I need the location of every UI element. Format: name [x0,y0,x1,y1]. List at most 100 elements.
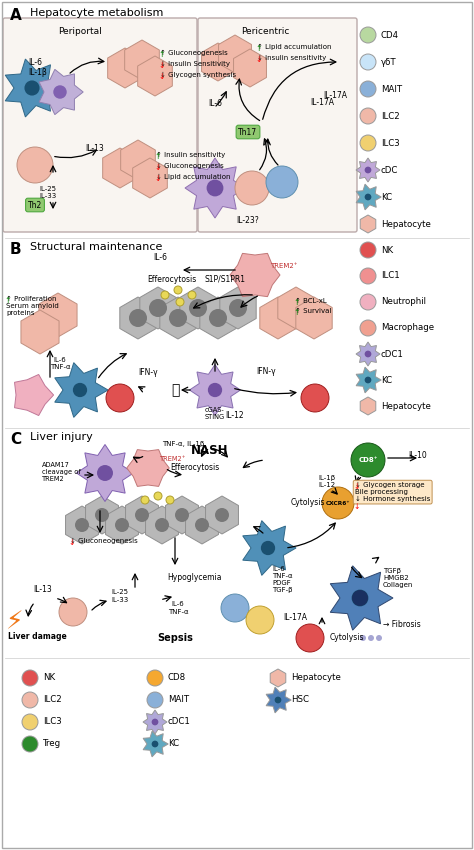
Polygon shape [356,158,380,182]
Polygon shape [65,506,99,544]
Text: A: A [10,8,22,23]
Text: Th17: Th17 [238,128,257,137]
Text: ↑ Lipid accumulation: ↑ Lipid accumulation [257,44,331,50]
Polygon shape [356,184,381,210]
Text: Th2: Th2 [28,201,42,209]
Circle shape [169,309,187,327]
Text: IL-17A: IL-17A [310,98,334,106]
Text: ↑: ↑ [293,308,300,317]
Circle shape [274,697,282,703]
Text: CD4: CD4 [381,31,399,39]
Polygon shape [206,496,238,534]
Polygon shape [125,40,159,80]
Text: Pericentric: Pericentric [241,27,289,36]
Circle shape [360,294,376,310]
Polygon shape [260,297,296,339]
Polygon shape [330,566,393,630]
Text: Cytolysis: Cytolysis [330,633,365,643]
Text: ↓: ↓ [68,538,74,547]
Text: IL-6: IL-6 [208,99,222,107]
Polygon shape [201,43,235,81]
Polygon shape [106,506,138,544]
Circle shape [188,291,196,299]
Circle shape [261,541,275,555]
Circle shape [22,736,38,752]
Circle shape [235,171,269,205]
Text: ADAM17
cleavage of
TREM2: ADAM17 cleavage of TREM2 [42,462,81,482]
Circle shape [209,309,227,327]
Text: cGAS-
STING: cGAS- STING [205,407,225,420]
Text: Macrophage: Macrophage [381,324,434,332]
Text: ↓ Glycogen storage
Bile processing
↓ Hormone synthesis: ↓ Glycogen storage Bile processing ↓ Hor… [355,482,430,502]
Text: ↓ Lipid accumulation: ↓ Lipid accumulation [156,174,230,180]
Circle shape [368,635,374,641]
Circle shape [95,508,109,522]
Polygon shape [127,450,169,486]
Polygon shape [21,310,59,354]
Polygon shape [296,297,332,339]
Circle shape [75,518,89,532]
Text: ↑: ↑ [158,50,164,59]
Text: ↓: ↓ [154,163,160,172]
Circle shape [53,85,67,99]
Text: IL-6
TNF-α
PDGF
TGF-β: IL-6 TNF-α PDGF TGF-β [272,566,292,593]
Polygon shape [55,363,108,417]
Text: ↑: ↑ [4,296,10,305]
Text: KC: KC [381,192,392,201]
Circle shape [147,692,163,708]
Text: ILC1: ILC1 [381,271,400,280]
Text: HSC: HSC [291,695,309,705]
Circle shape [22,692,38,708]
Circle shape [229,299,247,317]
Circle shape [246,606,274,634]
Circle shape [365,377,371,383]
Text: ↓: ↓ [353,482,359,491]
Text: IL-10: IL-10 [408,450,427,460]
Polygon shape [234,49,266,87]
Circle shape [176,298,184,306]
Polygon shape [185,158,245,218]
Text: IL-6
TNF-α: IL-6 TNF-α [168,602,188,615]
Polygon shape [85,496,118,534]
Circle shape [73,382,87,397]
Text: IL-17A: IL-17A [323,90,347,99]
Circle shape [322,487,354,519]
Text: ↓: ↓ [353,502,359,511]
Circle shape [147,670,163,686]
Polygon shape [185,506,219,544]
Text: IL-25
IL-33: IL-25 IL-33 [39,185,56,199]
Text: NK: NK [43,673,55,683]
Text: ↓: ↓ [154,174,160,183]
Polygon shape [133,158,167,198]
Polygon shape [165,496,199,534]
Circle shape [360,54,376,70]
Text: ↓ Gluconeogenesis: ↓ Gluconeogenesis [70,538,138,544]
Circle shape [17,147,53,183]
Polygon shape [219,35,251,73]
Polygon shape [200,297,236,339]
Polygon shape [76,445,134,501]
Circle shape [189,299,207,317]
Polygon shape [137,56,173,96]
Polygon shape [278,287,314,329]
Text: Efferocytosis: Efferocytosis [170,462,219,472]
Text: cDC1: cDC1 [381,349,404,359]
Text: Treg: Treg [43,740,61,749]
Polygon shape [143,710,167,734]
Text: ↓ Insulin sensitivity: ↓ Insulin sensitivity [257,55,326,61]
Circle shape [25,81,39,95]
Text: IL-17A: IL-17A [283,614,307,622]
Circle shape [135,508,149,522]
Text: ↑: ↑ [255,44,261,53]
Text: TGFβ
HMGB2
Collagen: TGFβ HMGB2 Collagen [383,568,413,588]
Text: Sepsis: Sepsis [157,633,193,643]
Text: MAIT: MAIT [381,84,402,94]
Circle shape [360,135,376,151]
Circle shape [161,291,169,299]
Text: IL-6
IL-1β: IL-6 IL-1β [28,58,47,77]
Text: ↑ Gluconeogenesis: ↑ Gluconeogenesis [160,50,228,56]
Text: ↓ Insulin Sensitivity: ↓ Insulin Sensitivity [160,61,230,67]
Text: Neutrophil: Neutrophil [381,298,426,307]
Circle shape [365,167,371,173]
Text: ↑: ↑ [154,152,160,161]
